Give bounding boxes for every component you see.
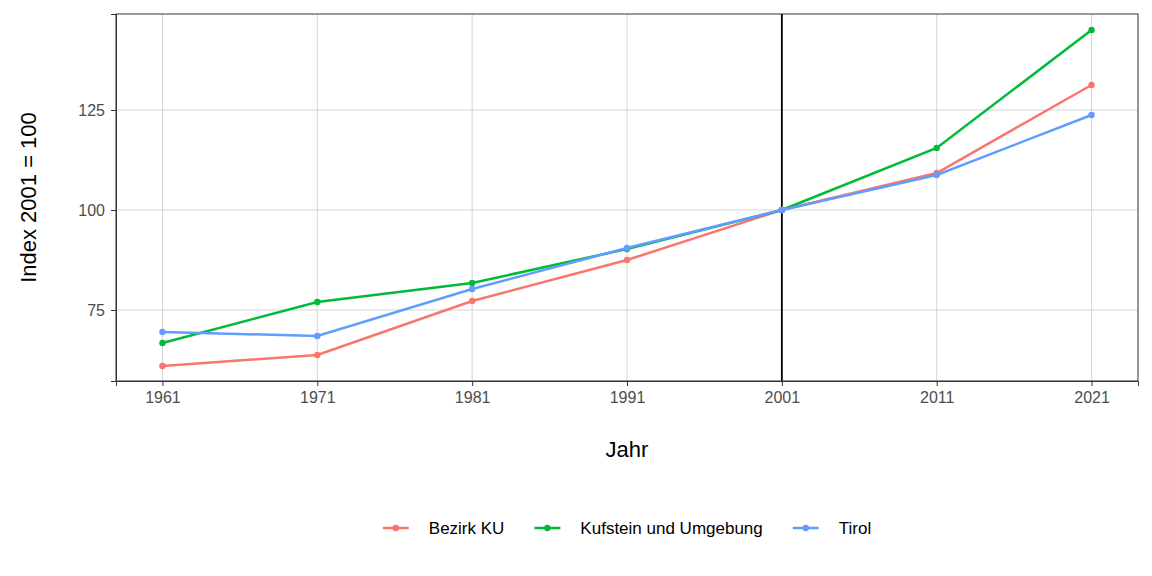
tick: 2001	[765, 381, 801, 406]
grid-line	[317, 14, 318, 381]
tick-mark	[111, 110, 116, 111]
series-line	[162, 85, 1091, 366]
tick: 2021	[1074, 381, 1110, 406]
tick-mark	[1092, 381, 1093, 386]
tick: 100	[78, 202, 116, 219]
legend-label: Bezirk KU	[429, 519, 505, 538]
series-line	[162, 115, 1091, 336]
panel-border	[116, 14, 1138, 381]
tick-mark	[937, 381, 938, 386]
series-point	[1088, 82, 1094, 88]
tick-label: 75	[87, 302, 105, 319]
tick-label: 100	[78, 202, 105, 219]
tick-mark	[162, 381, 163, 386]
series-point	[469, 280, 475, 286]
series-point	[624, 257, 630, 263]
tick-label: 125	[78, 102, 105, 119]
x-axis-title: Jahr	[606, 437, 649, 462]
tick-label: 2001	[765, 389, 801, 406]
grid-line	[781, 14, 782, 381]
series-point	[933, 172, 939, 178]
grid-line	[936, 14, 937, 381]
series-point	[314, 352, 320, 358]
tick: 125	[78, 102, 116, 119]
x-axis: 1961 1971 1981 1991 2001 2011 2021	[117, 381, 1139, 406]
panel: 1961 1971 1981 1991 2001 2011 2021 75 100 125	[78, 14, 1138, 406]
plot-area	[159, 14, 1094, 381]
series-point	[159, 329, 165, 335]
series-point	[933, 145, 939, 151]
series-line	[162, 30, 1091, 343]
y-axis-title: Index 2001 = 100	[16, 112, 41, 283]
y-axis: 75 100 125	[78, 15, 116, 382]
tick-mark	[627, 381, 628, 386]
tick-label: 1981	[455, 389, 491, 406]
series-point	[779, 207, 785, 213]
series-point	[314, 333, 320, 339]
tick-mark	[111, 210, 116, 211]
chart: 1961 1971 1981 1991 2001 2011 2021 75 100 125 Jahr…	[0, 0, 1152, 576]
legend: Bezirk KU Kufstein und Umgebung Tirol	[383, 519, 871, 538]
tick: 1981	[455, 381, 491, 406]
grid-line	[1091, 14, 1092, 381]
axis-line	[117, 382, 1139, 387]
series-point	[779, 207, 785, 213]
tick-mark	[472, 381, 473, 386]
legend-item: Tirol	[793, 519, 871, 538]
tick: 1971	[300, 381, 336, 406]
grid-line	[162, 14, 163, 381]
reference-line	[781, 14, 783, 381]
legend-key-point	[393, 525, 399, 531]
tick: 75	[87, 302, 116, 319]
series-point	[159, 340, 165, 346]
tick-label: 2021	[1074, 389, 1110, 406]
legend-item: Bezirk KU	[383, 519, 505, 538]
legend-key-point	[803, 525, 809, 531]
series-point	[469, 286, 475, 292]
grid	[116, 14, 1138, 381]
tick-label: 1961	[145, 389, 181, 406]
series-point	[779, 207, 785, 213]
series-point	[624, 245, 630, 251]
tick: 1961	[145, 381, 181, 406]
series-point	[314, 299, 320, 305]
grid-line	[472, 14, 473, 381]
legend-key-point	[544, 525, 550, 531]
tick-label: 1971	[300, 389, 336, 406]
tick: 2011	[920, 381, 955, 406]
tick-mark	[111, 310, 116, 311]
tick-mark	[317, 381, 318, 386]
panel-background	[116, 14, 1138, 381]
series-point	[159, 363, 165, 369]
tick-mark	[782, 381, 783, 386]
legend-item: Kufstein und Umgebung	[534, 519, 762, 538]
tick: 1991	[610, 381, 646, 406]
grid-line	[627, 14, 628, 381]
series-point	[624, 246, 630, 252]
tick-label: 1991	[610, 389, 646, 406]
series-point	[469, 298, 475, 304]
series-point	[1088, 27, 1094, 33]
legend-label: Kufstein und Umgebung	[580, 519, 762, 538]
tick-label: 2011	[920, 389, 955, 406]
legend-label: Tirol	[839, 519, 871, 538]
series-point	[1088, 112, 1094, 118]
